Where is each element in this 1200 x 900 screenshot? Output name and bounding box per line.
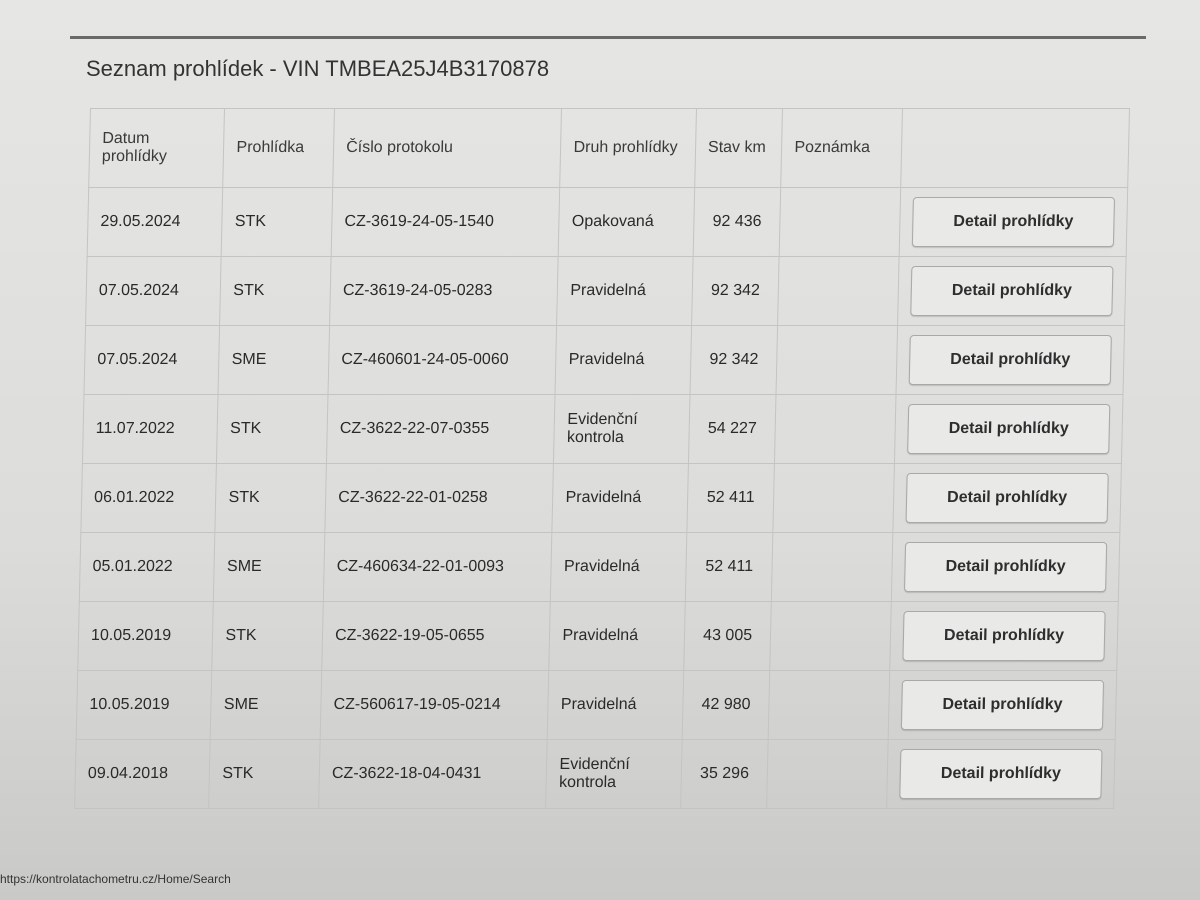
action-cell: Detail prohlídky (897, 256, 1127, 326)
table-row: 10.05.2019 STK CZ-3622-19-05-0655 Pravideln… (77, 601, 1119, 671)
kind-cell: Evidenční kontrola (553, 394, 690, 464)
date-cell: 05.01.2022 (79, 532, 216, 602)
date-cell: 29.05.2024 (87, 187, 224, 257)
col-note: Poznámka (781, 108, 903, 188)
table-row: 10.05.2019 SME CZ-560617-19-05-0214 Pravide… (76, 670, 1117, 740)
date-cell: 10.05.2019 (77, 601, 214, 671)
table-row: 05.01.2022 SME CZ-460634-22-01-0093 Pravide… (79, 532, 1120, 602)
col-kind: Druh prohlídky (560, 108, 697, 188)
detail-button[interactable]: Detail prohlídky (911, 197, 1115, 247)
inspection-type-cell: STK (215, 463, 327, 533)
inspection-type-cell: STK (212, 601, 324, 671)
detail-button[interactable]: Detail prohlídky (908, 335, 1112, 385)
table-row: 07.05.2024 STK CZ-3619-24-05-0283 Pravideln… (85, 256, 1127, 326)
note-cell (777, 256, 900, 326)
inspection-type-cell: STK (219, 256, 332, 326)
km-cell: 92 436 (693, 187, 782, 257)
protocol-cell: CZ-3619-24-05-1540 (331, 187, 561, 257)
kind-cell: Pravidelná (547, 670, 684, 740)
inspections-table: Datum prohlídky Prohlídka Číslo protokol… (74, 108, 1130, 809)
note-cell (766, 739, 889, 809)
note-cell (773, 463, 895, 533)
date-cell: 09.04.2018 (74, 739, 211, 809)
inspection-type-cell: SME (218, 325, 330, 395)
detail-button[interactable]: Detail prohlídky (907, 404, 1111, 454)
km-cell: 35 296 (680, 739, 769, 809)
action-cell: Detail prohlídky (888, 670, 1117, 740)
inspection-type-cell: SME (213, 532, 325, 602)
col-km: Stav km (694, 108, 783, 188)
detail-button[interactable]: Detail prohlídky (910, 266, 1114, 316)
note-cell (771, 532, 893, 602)
km-cell: 52 411 (685, 532, 774, 602)
km-cell: 43 005 (683, 601, 772, 671)
table-row: 09.04.2018 STK CZ-3622-18-04-0431 Evidenční… (74, 739, 1116, 809)
date-cell: 10.05.2019 (76, 670, 213, 740)
kind-cell: Evidenční kontrola (546, 739, 683, 809)
col-protocol: Číslo protokolu (332, 108, 562, 188)
protocol-cell: CZ-3622-18-04-0431 (318, 739, 548, 809)
footer-url: https://kontrolatachometru.cz/Home/Searc… (0, 872, 231, 886)
protocol-cell: CZ-460601-24-05-0060 (328, 325, 558, 395)
km-cell: 54 227 (688, 394, 777, 464)
action-cell: Detail prohlídky (899, 187, 1128, 257)
note-cell (770, 601, 892, 671)
detail-button[interactable]: Detail prohlídky (899, 749, 1103, 799)
table-row: 06.01.2022 STK CZ-3622-22-01-0258 Pravideln… (80, 463, 1122, 533)
inspection-type-cell: STK (216, 394, 329, 464)
action-cell: Detail prohlídky (891, 532, 1120, 602)
note-cell (776, 325, 898, 395)
protocol-cell: CZ-3622-19-05-0655 (321, 601, 551, 671)
col-date: Datum prohlídky (88, 108, 225, 188)
inspection-type-cell: STK (221, 187, 333, 257)
table-row: 29.05.2024 STK CZ-3619-24-05-1540 Opakovaná… (87, 187, 1128, 257)
kind-cell: Pravidelná (555, 325, 692, 395)
protocol-cell: CZ-460634-22-01-0093 (323, 532, 553, 602)
kind-cell: Pravidelná (550, 532, 687, 602)
col-actions (900, 108, 1130, 188)
protocol-cell: CZ-560617-19-05-0214 (320, 670, 550, 740)
table-header-row: Datum prohlídky Prohlídka Číslo protokol… (88, 108, 1130, 188)
km-cell: 92 342 (689, 325, 778, 395)
action-cell: Detail prohlídky (886, 739, 1116, 809)
note-cell (768, 670, 890, 740)
protocol-cell: CZ-3619-24-05-0283 (329, 256, 559, 326)
note-cell (779, 187, 901, 257)
detail-button[interactable]: Detail prohlídky (904, 542, 1108, 592)
date-cell: 11.07.2022 (82, 394, 219, 464)
detail-button[interactable]: Detail prohlídky (900, 680, 1105, 730)
protocol-cell: CZ-3622-22-07-0355 (326, 394, 556, 464)
inspection-type-cell: STK (209, 739, 321, 809)
detail-button[interactable]: Detail prohlídky (902, 611, 1106, 661)
date-cell: 07.05.2024 (85, 256, 222, 326)
page-title: Seznam prohlídek - VIN TMBEA25J4B3170878 (86, 56, 550, 81)
action-cell: Detail prohlídky (892, 463, 1122, 533)
action-cell: Detail prohlídky (895, 325, 1125, 395)
date-cell: 07.05.2024 (83, 325, 220, 395)
action-cell: Detail prohlídky (894, 394, 1123, 464)
date-cell: 06.01.2022 (80, 463, 217, 533)
kind-cell: Pravidelná (552, 463, 689, 533)
header-rule (70, 36, 1146, 39)
kind-cell: Pravidelná (557, 256, 694, 326)
km-cell: 52 411 (686, 463, 775, 533)
col-inspection: Prohlídka (223, 108, 335, 188)
kind-cell: Pravidelná (549, 601, 686, 671)
table-row: 07.05.2024 SME CZ-460601-24-05-0060 Pravide… (83, 325, 1125, 395)
km-cell: 92 342 (691, 256, 780, 326)
detail-button[interactable]: Detail prohlídky (905, 473, 1109, 523)
inspection-type-cell: SME (210, 670, 322, 740)
note-cell (774, 394, 896, 464)
table-row: 11.07.2022 STK CZ-3622-22-07-0355 Evidenční… (82, 394, 1123, 464)
protocol-cell: CZ-3622-22-01-0258 (324, 463, 554, 533)
km-cell: 42 980 (682, 670, 771, 740)
kind-cell: Opakovaná (558, 187, 695, 257)
action-cell: Detail prohlídky (889, 601, 1119, 671)
